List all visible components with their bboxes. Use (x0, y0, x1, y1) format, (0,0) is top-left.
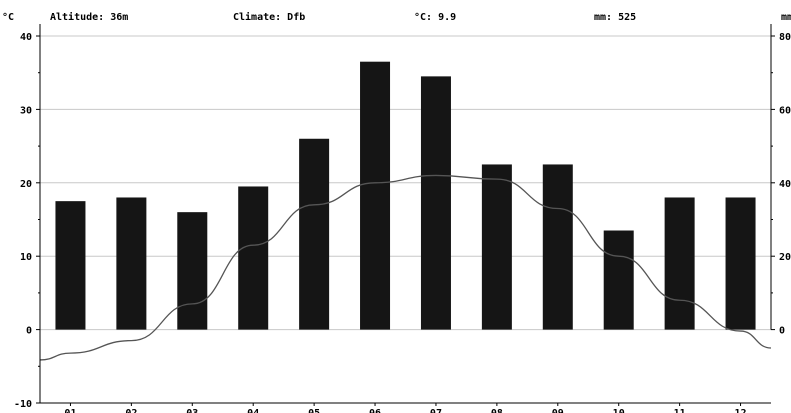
left-tick-label-10: 10 (20, 252, 32, 263)
precip-bar-03 (177, 212, 208, 330)
precip-bar-02 (116, 197, 147, 330)
precip-bar-06 (360, 61, 391, 330)
left-tick-label-30: 30 (20, 105, 32, 116)
tick-labels: -10 0 10 20 30 40 0 20 40 60 80 01 02 03 04 05 06 07 08 09 1… (14, 32, 791, 413)
right-tick-label-40: 40 (779, 179, 791, 190)
precip-bar-10 (603, 230, 634, 330)
left-tick-label-20: 20 (20, 179, 32, 190)
altitude-label: Altitude: 36m (50, 11, 128, 23)
temperature-line-group (39, 174, 772, 361)
left-tick-label-40: 40 (20, 32, 32, 43)
left-tick-label-0: 0 (26, 326, 32, 337)
month-label-08: 08 (491, 408, 503, 413)
grid-lines (40, 35, 771, 331)
precip-bar-09 (542, 164, 573, 330)
precip-bar-05 (299, 138, 330, 330)
temperature-line (39, 174, 772, 361)
right-tick-label-0: 0 (779, 326, 785, 337)
month-label-07: 07 (430, 408, 442, 413)
month-label-12: 12 (735, 408, 747, 413)
month-label-06: 06 (369, 408, 381, 413)
right-axis-unit: mm (781, 12, 791, 23)
month-label-04: 04 (247, 408, 259, 413)
precip-bar-01 (55, 201, 86, 330)
precip-bar-12 (725, 197, 756, 330)
precip-bar-07 (420, 76, 451, 330)
precip-total-label: mm: 525 (594, 12, 636, 23)
axes (36, 24, 775, 406)
right-tick-label-60: 60 (779, 105, 791, 116)
precipitation-bars (55, 61, 756, 330)
right-tick-label-80: 80 (779, 32, 791, 43)
right-tick-label-20: 20 (779, 252, 791, 263)
precip-bar-04 (238, 186, 269, 330)
month-label-03: 03 (186, 408, 198, 413)
left-tick-label--10: -10 (14, 399, 32, 410)
month-label-01: 01 (64, 408, 76, 413)
left-axis-unit: °C (2, 12, 14, 23)
month-label-05: 05 (308, 408, 320, 413)
precip-bar-08 (481, 164, 512, 330)
month-label-10: 10 (613, 408, 625, 413)
precip-bar-11 (664, 197, 695, 330)
month-label-11: 11 (674, 408, 686, 413)
month-label-09: 09 (552, 408, 564, 413)
climate-label: Climate: Dfb (233, 11, 305, 23)
month-label-02: 02 (125, 408, 137, 413)
mean-temp-label: °C: 9.9 (414, 12, 456, 23)
